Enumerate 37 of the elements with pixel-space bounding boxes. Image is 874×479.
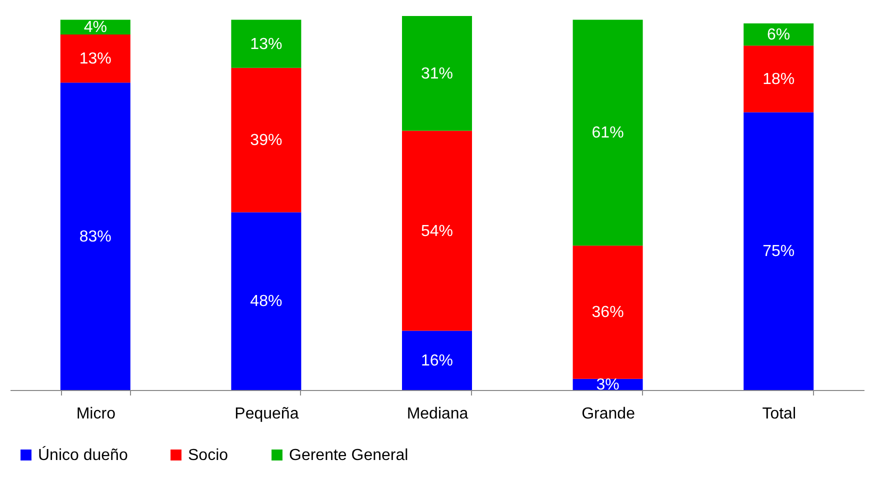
- bar: [572, 246, 643, 379]
- bar: [572, 20, 643, 246]
- bar: [231, 20, 302, 68]
- bar: [60, 82, 130, 390]
- x-tick-label: Mediana: [406, 406, 468, 422]
- legend-label: Socio: [188, 447, 228, 464]
- x-tick-label: Grande: [582, 406, 636, 422]
- x-tick-label: Total: [762, 406, 796, 422]
- data-label: 75%: [762, 243, 795, 260]
- bar: [60, 20, 130, 35]
- data-label: 13%: [250, 36, 282, 53]
- data-label: 4%: [84, 19, 107, 36]
- legend-label: Único dueño: [38, 446, 128, 464]
- data-label: 6%: [767, 26, 790, 44]
- bar: [744, 46, 814, 112]
- bar: [231, 212, 302, 390]
- data-label: 61%: [592, 124, 624, 142]
- data-label: 3%: [596, 376, 620, 394]
- bar: [402, 130, 472, 331]
- bar: [402, 16, 472, 131]
- bar: [231, 68, 302, 212]
- data-label: 54%: [420, 222, 454, 240]
- data-label: 36%: [592, 304, 624, 322]
- data-label: 31%: [420, 65, 454, 82]
- x-tick-label: Pequeña: [234, 406, 299, 422]
- data-label: 48%: [250, 293, 282, 310]
- data-label: 39%: [250, 132, 282, 150]
- bar: [744, 23, 814, 46]
- data-label: 83%: [79, 228, 112, 246]
- bar: [60, 34, 130, 83]
- x-tick-label: Micro: [76, 406, 116, 422]
- bar: [744, 112, 814, 390]
- data-label: 18%: [762, 70, 795, 88]
- legend-label: Gerente General: [289, 447, 408, 464]
- data-label: 13%: [79, 50, 112, 68]
- data-label: 16%: [420, 352, 454, 370]
- bar: [402, 330, 472, 390]
